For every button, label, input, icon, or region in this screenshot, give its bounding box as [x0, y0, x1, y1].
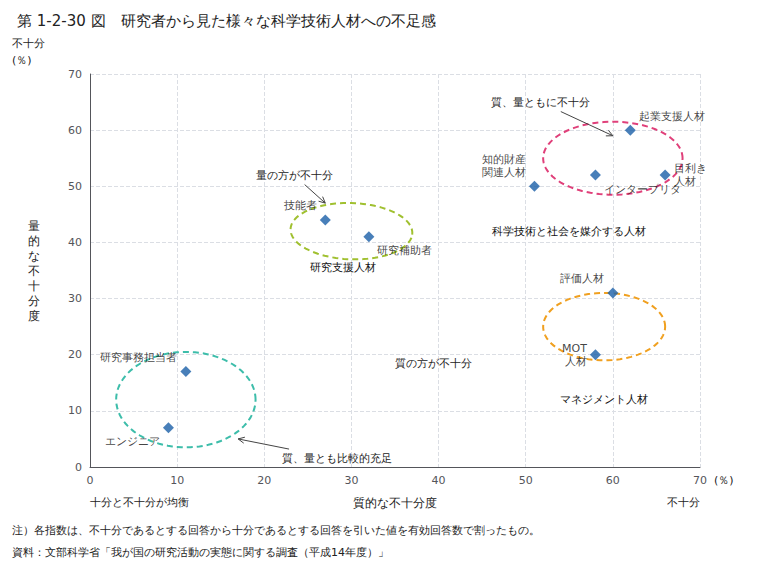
svg-text:十: 十 — [28, 279, 40, 293]
svg-text:量の方が不十分: 量の方が不十分 — [256, 169, 333, 182]
svg-text:研究事務担当者: 研究事務担当者 — [100, 351, 177, 364]
svg-text:評価人材: 評価人材 — [560, 272, 604, 285]
svg-text:質的な不十分度: 質的な不十分度 — [353, 496, 437, 510]
svg-text:30: 30 — [68, 292, 82, 305]
svg-text:不十分: 不十分 — [12, 37, 45, 50]
svg-text:10: 10 — [170, 474, 184, 487]
svg-text:70: 70 — [68, 68, 82, 81]
svg-text:0: 0 — [75, 461, 82, 474]
svg-text:40: 40 — [432, 474, 446, 487]
svg-text:分: 分 — [28, 294, 40, 308]
svg-text:研究支援人材: 研究支援人材 — [310, 261, 376, 274]
svg-text:質、量とも比較的充足: 質、量とも比較的充足 — [282, 452, 392, 465]
svg-text:起業支援人材: 起業支援人材 — [639, 110, 705, 123]
svg-text:50: 50 — [519, 474, 533, 487]
svg-text:技能者: 技能者 — [283, 199, 317, 212]
svg-text:エンジニア: エンジニア — [105, 435, 160, 448]
svg-text:十分と不十分が均衡: 十分と不十分が均衡 — [90, 496, 189, 509]
svg-text:人材: 人材 — [674, 175, 696, 188]
svg-text:インタープリタ: インタープリタ — [604, 183, 681, 196]
svg-text:人材: 人材 — [565, 355, 587, 368]
svg-text:関連人材: 関連人材 — [482, 166, 526, 179]
svg-text:20: 20 — [257, 474, 271, 487]
svg-text:マネジメント人材: マネジメント人材 — [560, 393, 648, 406]
svg-text:資料：文部科学省「我が国の研究活動の実態に関する調査（平成1: 資料：文部科学省「我が国の研究活動の実態に関する調査（平成14年度）」 — [12, 546, 389, 559]
svg-text:第 1-2-30 図 研究者から見た様々な科学技術人材への不: 第 1-2-30 図 研究者から見た様々な科学技術人材への不足感 — [17, 12, 436, 30]
svg-text:度: 度 — [28, 309, 40, 323]
svg-text:60: 60 — [606, 474, 620, 487]
svg-text:的: 的 — [28, 234, 40, 248]
svg-text:科学技術と社会を媒介する人材: 科学技術と社会を媒介する人材 — [492, 225, 646, 238]
svg-text:目利き: 目利き — [674, 162, 707, 175]
svg-text:不十分: 不十分 — [667, 496, 700, 509]
svg-text:な: な — [28, 249, 40, 263]
svg-text:(％): (％) — [12, 54, 32, 67]
svg-text:0: 0 — [87, 474, 94, 487]
svg-text:質の方が不十分: 質の方が不十分 — [395, 357, 472, 370]
svg-text:不: 不 — [28, 264, 40, 278]
svg-text:40: 40 — [68, 236, 82, 249]
svg-text:10: 10 — [68, 404, 82, 417]
svg-text:(％): (％) — [714, 474, 734, 487]
svg-text:30: 30 — [344, 474, 358, 487]
svg-text:知的財産: 知的財産 — [482, 153, 526, 166]
svg-text:60: 60 — [68, 124, 82, 137]
svg-text:50: 50 — [68, 180, 82, 193]
svg-text:MOT: MOT — [562, 342, 587, 355]
svg-text:20: 20 — [68, 348, 82, 361]
svg-text:質、量ともに不十分: 質、量ともに不十分 — [491, 96, 590, 109]
svg-text:70: 70 — [693, 474, 707, 487]
svg-text:注）各指数は、不十分であるとする回答から十分であるとする回答: 注）各指数は、不十分であるとする回答から十分であるとする回答を引いた値を有効回答… — [12, 524, 540, 537]
svg-text:研究補助者: 研究補助者 — [377, 244, 432, 257]
svg-text:量: 量 — [28, 219, 40, 233]
